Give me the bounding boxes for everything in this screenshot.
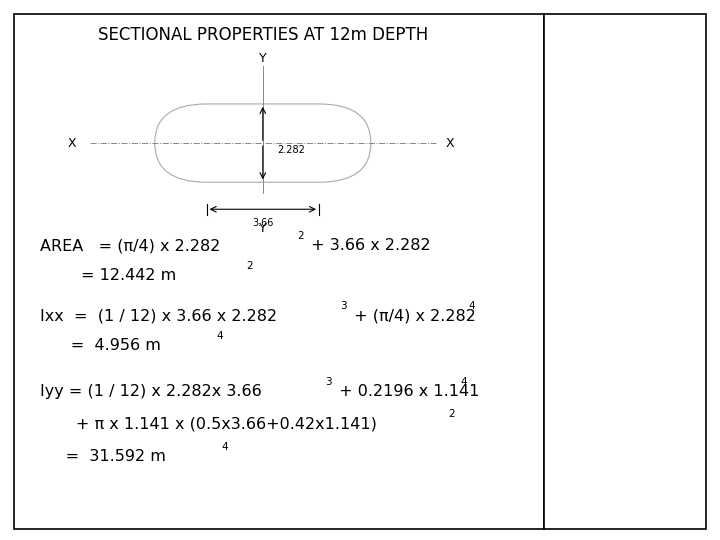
Text: SECTIONAL PROPERTIES AT 12m DEPTH: SECTIONAL PROPERTIES AT 12m DEPTH (98, 26, 428, 44)
Text: =  4.956 m: = 4.956 m (40, 338, 161, 353)
Text: 3.66: 3.66 (252, 218, 274, 228)
Text: 4: 4 (460, 377, 467, 387)
Text: 4: 4 (469, 301, 475, 311)
Text: AREA   = (π/4) x 2.282: AREA = (π/4) x 2.282 (40, 238, 220, 253)
Text: + 3.66 x 2.282: + 3.66 x 2.282 (306, 238, 431, 253)
Text: Iyy = (1 / 12) x 2.282x 3.66: Iyy = (1 / 12) x 2.282x 3.66 (40, 384, 266, 399)
Text: 3: 3 (325, 377, 332, 387)
Text: 4: 4 (217, 331, 223, 341)
Text: = 12.442 m: = 12.442 m (40, 268, 176, 283)
FancyBboxPatch shape (544, 14, 706, 529)
Text: 2: 2 (246, 261, 253, 271)
Text: 2: 2 (448, 409, 454, 419)
FancyBboxPatch shape (155, 104, 371, 183)
Text: Y: Y (259, 51, 266, 65)
Text: X: X (68, 137, 76, 150)
Text: 2.282: 2.282 (278, 145, 305, 155)
Text: 3: 3 (341, 301, 347, 311)
Text: 2: 2 (297, 231, 304, 241)
Text: =  31.592 m: = 31.592 m (40, 449, 166, 464)
Text: + 0.2196 x 1.141: + 0.2196 x 1.141 (334, 384, 480, 399)
Text: Ixx  =  (1 / 12) x 3.66 x 2.282: Ixx = (1 / 12) x 3.66 x 2.282 (40, 308, 276, 323)
Text: 4: 4 (221, 442, 228, 451)
FancyBboxPatch shape (14, 14, 544, 529)
Text: X: X (446, 137, 454, 150)
Text: + (π/4) x 2.282: + (π/4) x 2.282 (349, 308, 476, 323)
Text: + π x 1.141 x (0.5x3.66+0.42x1.141): + π x 1.141 x (0.5x3.66+0.42x1.141) (40, 416, 377, 431)
Text: Y: Y (259, 221, 266, 235)
